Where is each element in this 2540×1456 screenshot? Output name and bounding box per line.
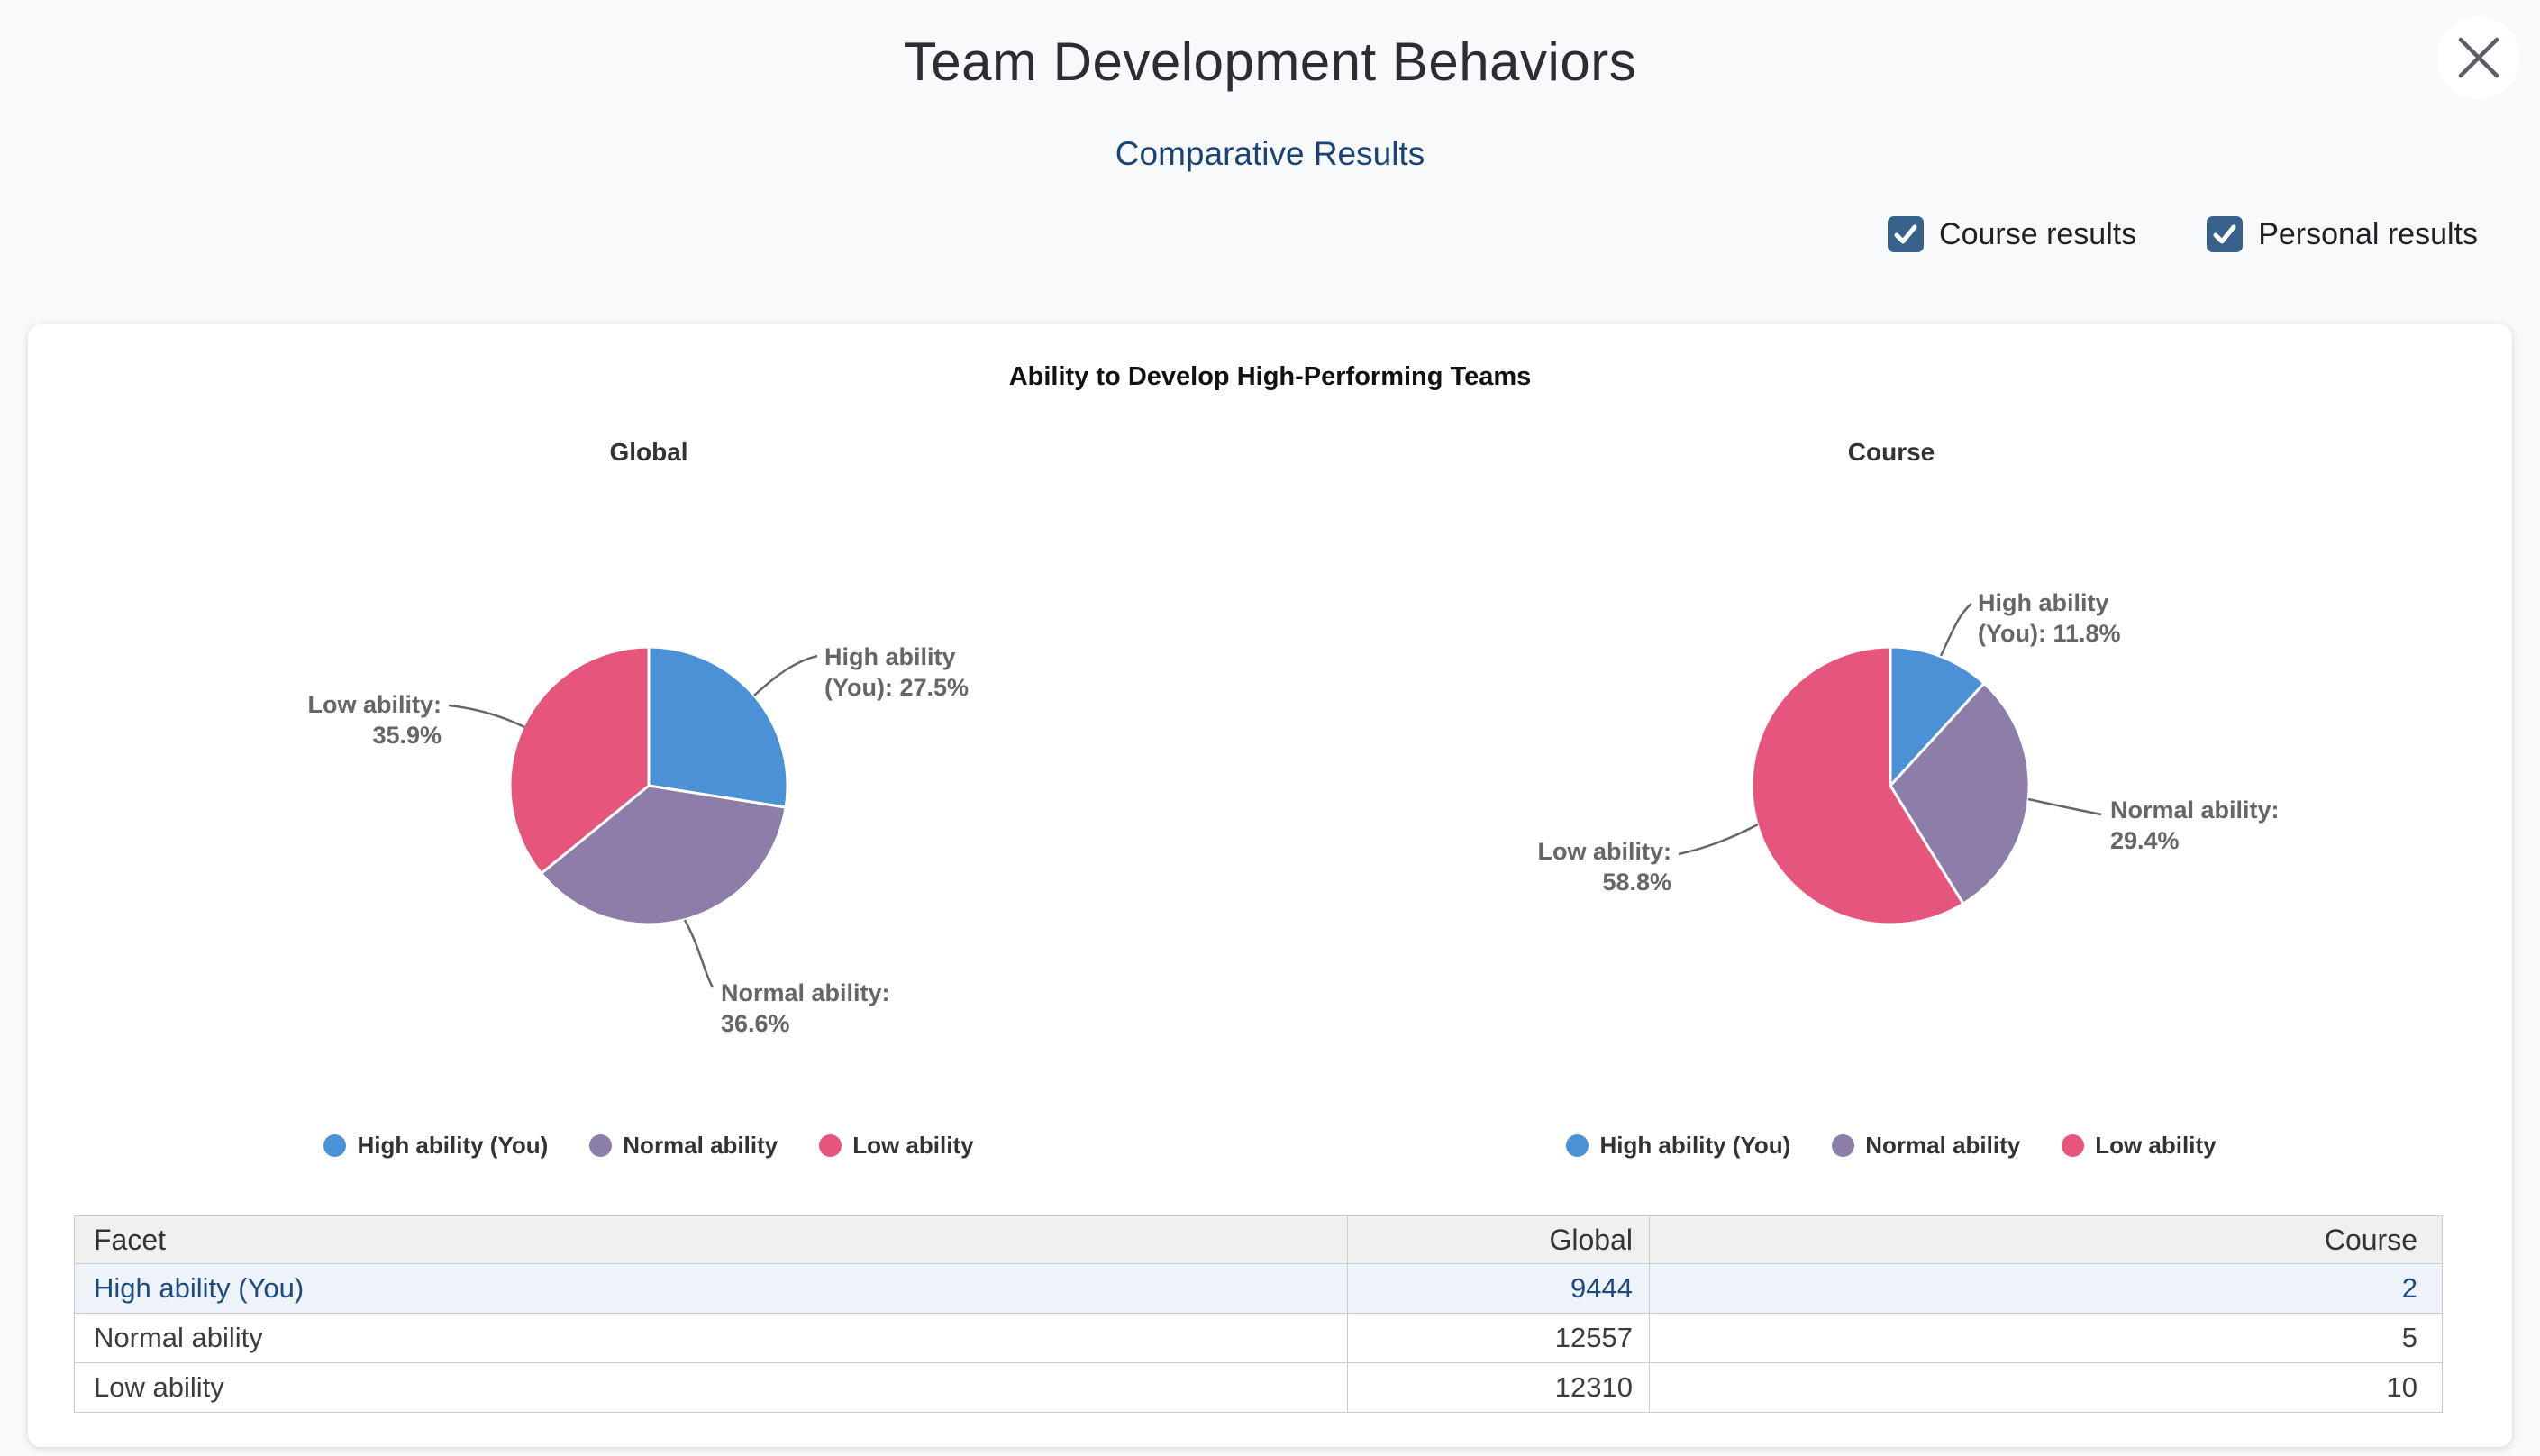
pie-slice-global-normal-ability[interactable] [540, 784, 787, 926]
label-connector-line [2027, 797, 2102, 816]
cell-global: 12310 [1347, 1362, 1650, 1413]
legend-item-high-ability-you[interactable]: High ability (You) [323, 1132, 548, 1160]
pie-data-label-normal-ability: Normal ability: 29.4% [2110, 796, 2280, 855]
legend-dot-icon [323, 1134, 347, 1157]
course-pie-panel: Course High ability (You): 11.8% Normal a… [1270, 414, 2512, 1189]
course-legend: High ability (You) Normal ability Low abil… [1270, 1132, 2512, 1160]
cell-course: 10 [1649, 1362, 2443, 1413]
table-row-normal-ability: Normal ability 12557 5 [74, 1313, 2443, 1363]
checkbox-label: Personal results [2258, 216, 2478, 251]
pie-slice-course-low-ability[interactable] [1750, 645, 1965, 926]
pie-data-label-high-ability-you: High ability (You): 27.5% [824, 643, 970, 702]
cell-facet: Normal ability [74, 1313, 1348, 1363]
pie-slice-global-high-ability-you[interactable] [647, 645, 789, 809]
legend-item-normal-ability[interactable]: Normal ability [589, 1132, 778, 1160]
facet-results-table: Facet Global Course High ability (You) 94… [74, 1215, 2443, 1413]
legend-item-low-ability[interactable]: Low ability [819, 1132, 974, 1160]
cell-facet: Low ability [74, 1362, 1348, 1413]
legend-dot-icon [1832, 1134, 1855, 1157]
pie-data-label-low-ability: Low ability: 35.9% [307, 691, 442, 750]
label-connector-line [1678, 823, 1759, 856]
checkbox-label: Course results [1939, 216, 2137, 251]
legend-dot-icon [2062, 1134, 2085, 1157]
close-icon [2458, 37, 2499, 78]
column-header-facet: Facet [74, 1215, 1348, 1264]
table-row-high-ability-you: High ability (You) 9444 2 [74, 1263, 2443, 1314]
legend-dot-icon [819, 1134, 842, 1157]
pie-data-label-normal-ability: Normal ability: 36.6% [721, 979, 890, 1038]
chart-main-title: Ability to Develop High-Performing Teams [1008, 362, 1532, 391]
global-pie-panel: Global High ability (You): 27.5% Normal a… [28, 414, 1270, 1189]
label-connector-line [1939, 603, 1972, 657]
close-button[interactable] [2437, 16, 2520, 99]
pie-slice-course-high-ability-you[interactable] [1889, 645, 1986, 787]
course-results-checkbox[interactable]: Course results [1888, 216, 2136, 252]
personal-results-checkbox[interactable]: Personal results [2207, 216, 2478, 252]
legend-dot-icon [1566, 1134, 1589, 1157]
legend-item-high-ability-you[interactable]: High ability (You) [1566, 1132, 1790, 1160]
cell-course: 5 [1649, 1313, 2443, 1363]
legend-item-low-ability[interactable]: Low ability [2062, 1132, 2217, 1160]
checkbox-checked-icon [1888, 216, 1925, 252]
legend-label: High ability (You) [357, 1132, 549, 1159]
label-connector-line [683, 919, 715, 988]
results-filter-row: Course results Personal results [1888, 216, 2478, 252]
legend-label: High ability (You) [1599, 1132, 1791, 1159]
cell-global: 9444 [1347, 1263, 1650, 1314]
legend-item-normal-ability[interactable]: Normal ability [1832, 1132, 2020, 1160]
legend-label: Low ability [852, 1132, 974, 1159]
cell-facet: High ability (You) [74, 1263, 1348, 1314]
global-pie-chart [448, 645, 818, 988]
pie-data-label-low-ability: Low ability: 58.8% [1537, 838, 1672, 896]
cell-course: 2 [1649, 1263, 2443, 1314]
column-header-course: Course [1649, 1215, 2443, 1264]
page-title: Team Development Behaviors [903, 32, 1637, 92]
table-row-low-ability: Low ability 12310 10 [74, 1362, 2443, 1413]
label-connector-line [448, 704, 525, 729]
course-pie-chart [1678, 603, 2102, 926]
panel-title-global: Global [609, 438, 688, 466]
results-card: Ability to Develop High-Performing Teams… [28, 324, 2512, 1447]
page-subtitle: Comparative Results [1115, 135, 1425, 172]
label-connector-line [753, 654, 818, 696]
checkbox-checked-icon [2207, 216, 2244, 252]
legend-label: Normal ability [623, 1132, 778, 1159]
pie-data-label-high-ability-you: High ability (You): 11.8% [1978, 589, 2121, 648]
legend-dot-icon [589, 1134, 613, 1157]
table-header-row: Facet Global Course [74, 1215, 2443, 1264]
legend-label: Normal ability [1865, 1132, 2021, 1159]
cell-global: 12557 [1347, 1313, 1650, 1363]
global-legend: High ability (You) Normal ability Low abil… [28, 1132, 1270, 1160]
legend-label: Low ability [2095, 1132, 2217, 1159]
panel-title-course: Course [1847, 438, 1935, 466]
column-header-global: Global [1347, 1215, 1650, 1264]
